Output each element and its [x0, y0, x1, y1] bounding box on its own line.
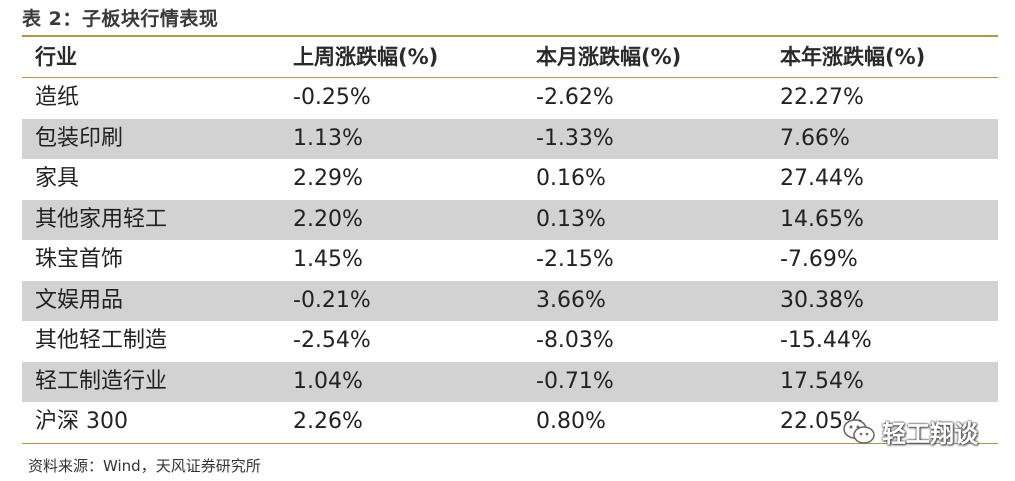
month-cell: -8.03% [536, 328, 614, 354]
source-note: 资料来源：Wind，天风证券研究所 [28, 457, 261, 475]
year-cell: -15.44% [780, 328, 872, 354]
table-row: 其他轻工制造 -2.54% -8.03% -15.44% [22, 321, 998, 362]
header-year-change: 本年涨跌幅(%) [780, 45, 926, 69]
industry-cell: 包装印刷 [35, 125, 124, 151]
table-row: 包装印刷 1.13% -1.33% 7.66% [22, 118, 998, 159]
month-cell: -2.62% [536, 85, 614, 111]
industry-cell: 其他家用轻工 [35, 206, 168, 232]
year-cell: 30.38% [780, 287, 864, 313]
table-row: 其他家用轻工 2.20% 0.13% 14.65% [22, 199, 998, 240]
month-cell: -0.71% [536, 368, 614, 394]
wechat-icon [843, 418, 875, 444]
table-row: 轻工制造行业 1.04% -0.71% 17.54% [22, 361, 998, 402]
month-cell: 0.80% [536, 409, 606, 435]
industry-cell: 其他轻工制造 [35, 328, 168, 354]
industry-cell: 文娱用品 [35, 287, 124, 313]
year-cell: 22.27% [780, 85, 864, 111]
top-rule [22, 35, 998, 37]
week-cell: 1.13% [293, 125, 363, 151]
table-row: 造纸 -0.25% -2.62% 22.27% [22, 78, 998, 119]
table-row: 家具 2.29% 0.16% 27.44% [22, 159, 998, 200]
year-cell: 27.44% [780, 166, 864, 192]
week-cell: 2.29% [293, 166, 363, 192]
industry-cell: 珠宝首饰 [35, 247, 124, 273]
industry-cell: 沪深 300 [35, 409, 128, 435]
week-cell: 2.20% [293, 206, 363, 232]
month-cell: 3.66% [536, 287, 606, 313]
week-cell: -0.21% [293, 287, 371, 313]
month-cell: -1.33% [536, 125, 614, 151]
table-row: 珠宝首饰 1.45% -2.15% -7.69% [22, 240, 998, 281]
header-week-change: 上周涨跌幅(%) [293, 45, 439, 69]
watermark: 轻工翔谈 [842, 414, 978, 449]
year-cell: 14.65% [780, 206, 864, 232]
industry-cell: 造纸 [35, 85, 80, 111]
month-cell: 0.13% [536, 206, 606, 232]
header-month-change: 本月涨跌幅(%) [536, 45, 682, 69]
week-cell: -2.54% [293, 328, 371, 354]
year-cell: -7.69% [780, 247, 858, 273]
week-cell: -0.25% [293, 85, 371, 111]
year-cell: 7.66% [780, 125, 850, 151]
week-cell: 1.04% [293, 368, 363, 394]
week-cell: 1.45% [293, 247, 363, 273]
industry-cell: 轻工制造行业 [35, 368, 168, 394]
month-cell: -2.15% [536, 247, 614, 273]
industry-cell: 家具 [35, 166, 80, 192]
table-title: 表 2：子板块行情表现 [22, 8, 219, 30]
bottom-rule [22, 442, 998, 444]
table-header: 行业 上周涨跌幅(%) 本月涨跌幅(%) 本年涨跌幅(%) [22, 37, 998, 78]
table-row: 沪深 300 2.26% 0.80% 22.05% [22, 402, 998, 443]
watermark-text: 轻工翔谈 [882, 420, 978, 448]
data-table: 行业 上周涨跌幅(%) 本月涨跌幅(%) 本年涨跌幅(%) 造纸 -0.25% … [22, 35, 998, 444]
week-cell: 2.26% [293, 409, 363, 435]
year-cell: 17.54% [780, 368, 864, 394]
month-cell: 0.16% [536, 166, 606, 192]
header-industry: 行业 [35, 45, 77, 69]
table-row: 文娱用品 -0.21% 3.66% 30.38% [22, 280, 998, 321]
